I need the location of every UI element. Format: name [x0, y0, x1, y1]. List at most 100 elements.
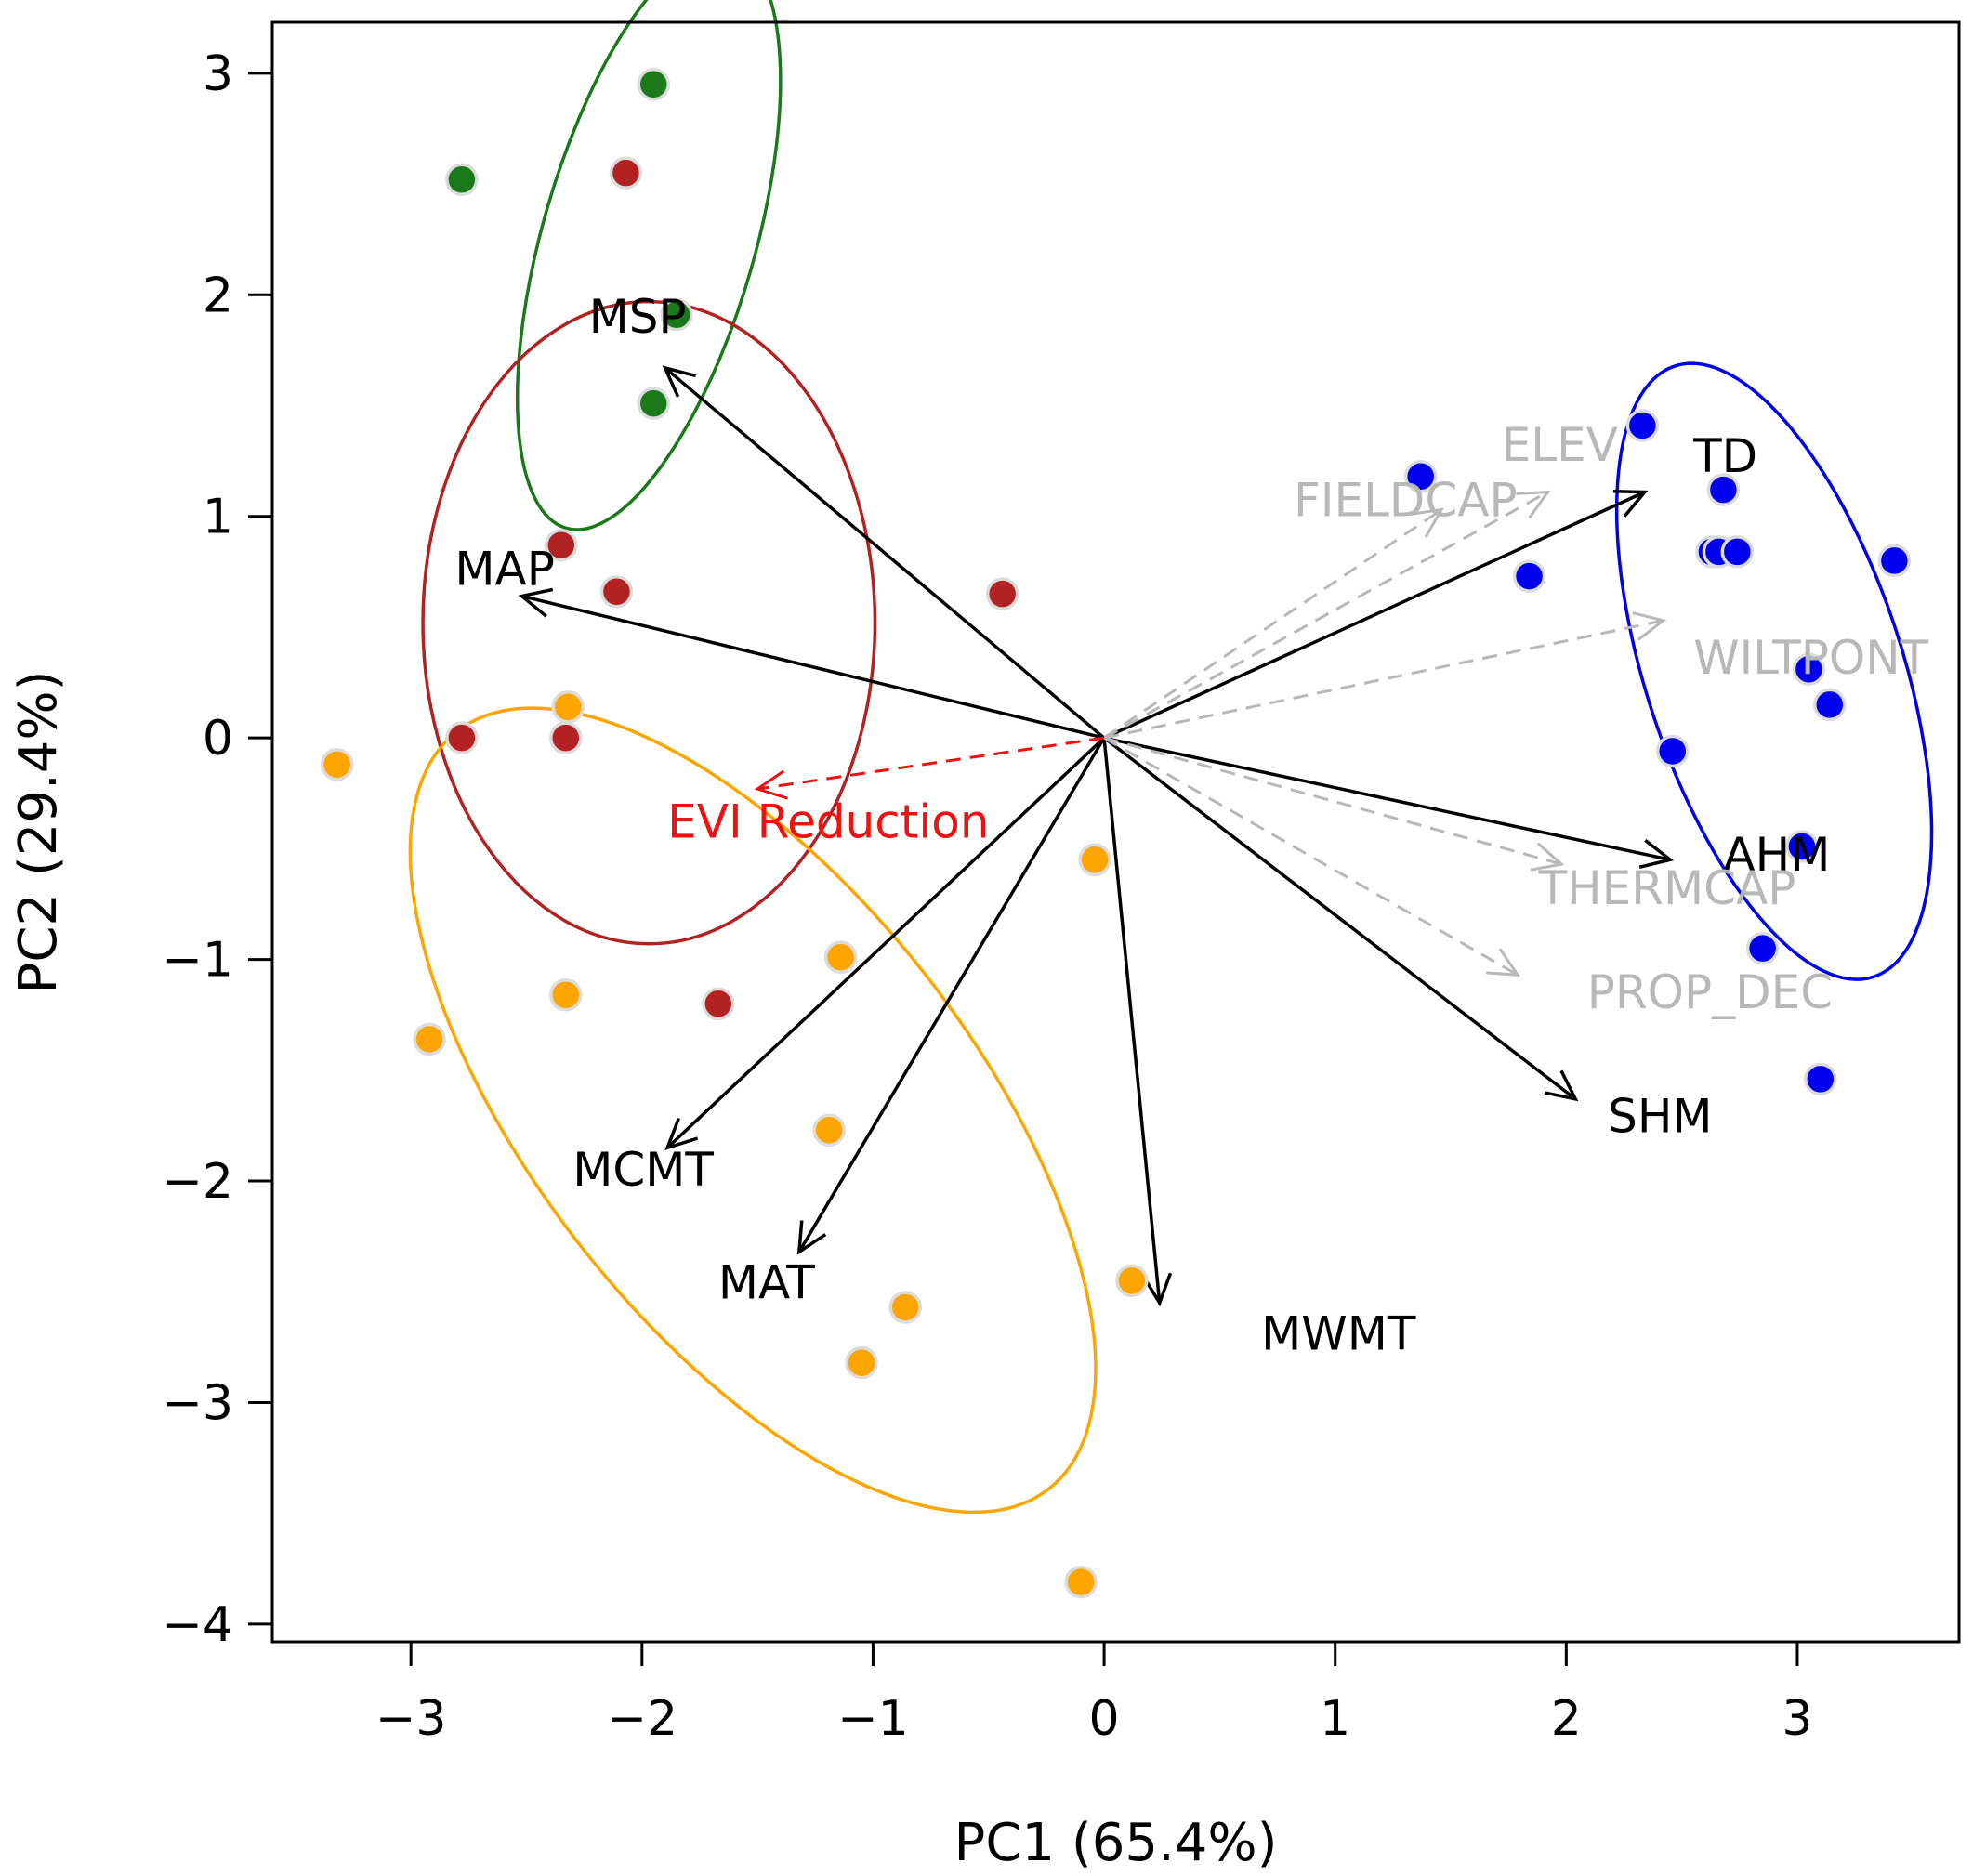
y-tick-label: 0: [203, 711, 233, 767]
data-point: [1625, 409, 1660, 442]
data-point: [888, 1291, 922, 1324]
vector-arrowhead: [1141, 1272, 1173, 1307]
vector-arrowhead: [1632, 611, 1667, 641]
vector-arrowhead: [1486, 948, 1521, 977]
x-tick-label: 1: [1320, 1691, 1350, 1747]
loading-vector-td: [1103, 489, 1649, 740]
data-point: [660, 297, 693, 332]
vector-label-prop-dec: PROP_DEC: [1587, 965, 1833, 1019]
vector-shaft: [756, 736, 1105, 791]
vector-label-thermcap: THERMCAP: [1537, 861, 1795, 915]
vector-shaft: [1103, 491, 1549, 740]
vector-shaft: [1103, 736, 1562, 866]
point-layer: [320, 68, 1912, 1599]
vector-label-shm: SHM: [1608, 1090, 1712, 1144]
data-point: [823, 940, 858, 974]
vector-label-wiltpont: WILTPONT: [1693, 631, 1929, 685]
data-point: [599, 575, 634, 609]
vector-layer: [518, 365, 1675, 1307]
x-tick-label: 0: [1089, 1691, 1120, 1747]
loading-vector-map: [518, 587, 1105, 740]
loading-vector-msp: [662, 365, 1106, 740]
vector-shaft: [1103, 736, 1577, 1101]
vector-arrowhead: [1516, 490, 1551, 519]
vector-arrowhead: [662, 365, 697, 398]
data-point: [985, 577, 1019, 610]
data-point: [1655, 734, 1690, 768]
x-tick-label: 2: [1551, 1691, 1582, 1747]
loading-vector-mwmt: [1102, 737, 1173, 1307]
data-point: [1720, 535, 1755, 569]
vector-arrowhead: [1612, 489, 1649, 518]
y-tick-label: 2: [203, 268, 233, 323]
vector-arrowhead: [1410, 507, 1444, 538]
data-point: [609, 156, 643, 190]
vector-shaft: [1103, 508, 1442, 740]
loading-vector-elev: [1103, 490, 1551, 740]
data-point: [1877, 544, 1912, 578]
vector-label-elev: ELEV: [1502, 418, 1618, 472]
series-orange: [320, 690, 1149, 1599]
vector-label-td: TD: [1692, 429, 1757, 483]
vector-shaft: [1103, 736, 1671, 862]
confidence-ellipse-red: [421, 299, 877, 946]
vector-arrowhead: [664, 1117, 699, 1151]
data-point: [1804, 1062, 1837, 1096]
vector-label-fieldcap: FIELDCAP: [1294, 474, 1518, 528]
vector-shaft: [1103, 736, 1519, 977]
data-point: [545, 528, 578, 562]
y-tick-label: −3: [162, 1375, 233, 1431]
data-point: [1813, 688, 1847, 722]
loading-vector-ahm: [1103, 736, 1675, 870]
loading-vector-mat: [796, 737, 1106, 1255]
data-point: [845, 1345, 878, 1380]
loading-vector-prop-dec: [1103, 736, 1521, 977]
vector-shaft: [664, 366, 1106, 740]
vector-shaft: [1103, 490, 1646, 740]
vector-arrowhead: [754, 769, 789, 800]
x-tick-label: −1: [837, 1691, 909, 1747]
vector-label-map: MAP: [454, 543, 555, 597]
vector-arrowhead: [1544, 1069, 1579, 1102]
data-point: [549, 721, 583, 754]
vector-shaft: [1103, 619, 1664, 740]
data-point: [637, 387, 670, 420]
data-point: [1745, 931, 1780, 965]
data-point: [1115, 1264, 1149, 1298]
vector-label-mwmt: MWMT: [1261, 1306, 1416, 1360]
y-tick-label: −4: [162, 1597, 233, 1653]
plot-frame: [270, 20, 1961, 1644]
x-tick-label: 3: [1782, 1691, 1812, 1747]
loading-vector-shm: [1103, 736, 1579, 1102]
x-axis-title: PC1 (65.4%): [954, 1813, 1278, 1873]
y-tick-label: 1: [203, 490, 233, 545]
vector-label-mcmt: MCMT: [572, 1143, 714, 1197]
data-point: [637, 68, 670, 101]
data-point: [320, 748, 354, 781]
series-green: [445, 68, 693, 420]
x-tick-label: −2: [606, 1691, 677, 1747]
vector-shaft: [665, 736, 1106, 1149]
vector-arrowhead: [1638, 839, 1675, 870]
vector-label-evi-reduction: EVI Reduction: [667, 794, 989, 848]
data-point: [413, 1022, 446, 1056]
vector-shaft: [797, 737, 1106, 1253]
vector-shaft: [521, 594, 1105, 740]
vector-label-mat: MAT: [718, 1255, 815, 1309]
x-tick-label: −3: [375, 1691, 447, 1747]
y-tick-label: −2: [162, 1154, 233, 1210]
y-axis: −4 −3 −2 −1 0 1 2 3: [162, 46, 272, 1653]
data-point: [1078, 843, 1111, 877]
data-point: [702, 987, 735, 1021]
data-point: [812, 1113, 846, 1147]
x-axis: −3 −2 −1 0 1 2 3: [375, 1642, 1813, 1747]
vector-label-msp: MSP: [589, 290, 687, 344]
data-point: [1792, 652, 1826, 686]
data-point: [1064, 1565, 1098, 1599]
loading-vector-evi-reduction: [754, 736, 1105, 800]
loading-vector-wiltpont: [1103, 611, 1667, 740]
confidence-ellipse-orange: [408, 706, 1098, 1515]
series-blue: [1403, 409, 1912, 1096]
